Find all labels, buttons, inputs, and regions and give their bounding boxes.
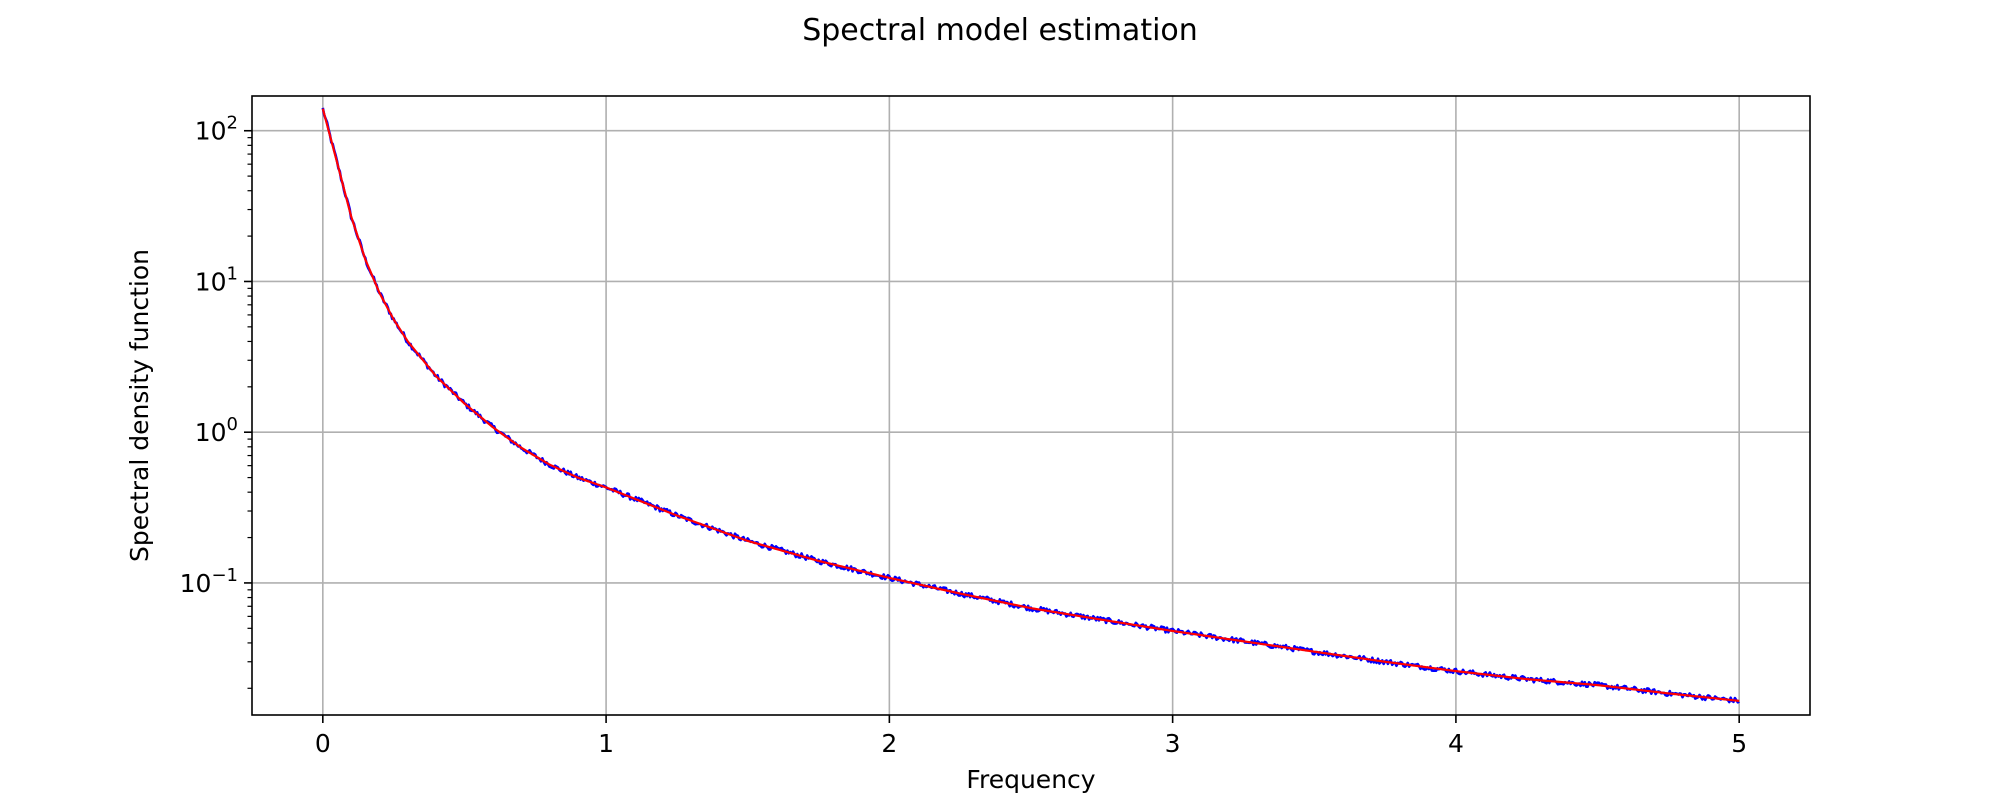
series-line-0: [321, 107, 1740, 704]
x-tick-label: 2: [881, 729, 897, 758]
chart-title: Spectral model estimation: [802, 13, 1198, 48]
tick-layer: 0 1 2 3 4 5 102 101 100 10−1: [180, 113, 1747, 758]
x-tick-label: 4: [1448, 729, 1464, 758]
x-tick-label: 3: [1165, 729, 1181, 758]
y-tick-label: 100: [195, 414, 238, 447]
series-layer: [321, 107, 1740, 704]
grid-lines: [252, 96, 1810, 715]
x-tick-label: 0: [315, 729, 331, 758]
x-axis-label: Frequency: [966, 765, 1095, 794]
y-tick-label: 101: [195, 263, 238, 296]
plot-frame: [251, 95, 1811, 716]
x-tick-label: 1: [598, 729, 614, 758]
series-line-1: [321, 108, 1740, 702]
x-tick-label: 5: [1731, 729, 1747, 758]
y-tick-label: 102: [195, 113, 238, 146]
y-axis-label: Spectral density function: [125, 249, 154, 562]
y-tick-label: 10−1: [180, 565, 238, 598]
